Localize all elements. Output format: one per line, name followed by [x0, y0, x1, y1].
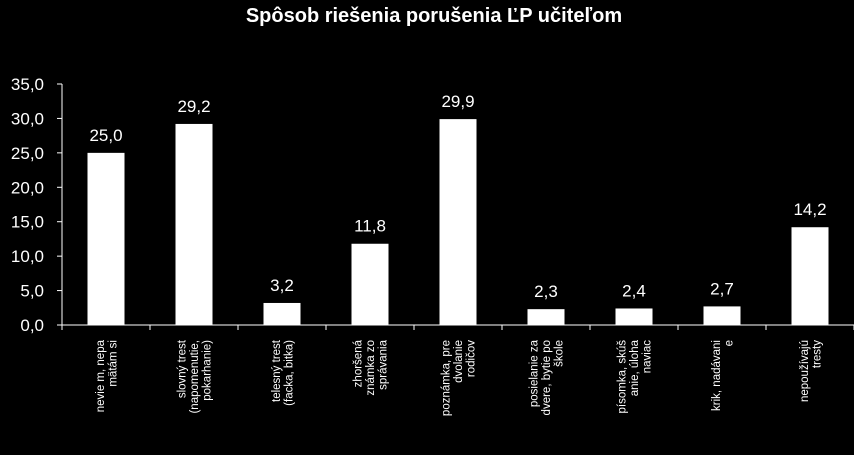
y-tick-label: 20,0: [11, 178, 44, 197]
x-tick-label-line: slovný trest: [177, 339, 189, 398]
x-tick-label-line: poznámka, pre: [441, 340, 453, 416]
bar: [87, 152, 125, 325]
x-tick-label-line: krik, nadávani: [711, 340, 723, 411]
x-tick-label-line: škole: [554, 340, 566, 367]
x-tick-label: telesný trest (facka, bitka): [271, 339, 296, 406]
x-tick-label-line: (napomenutie,: [189, 340, 201, 414]
y-tick-label: 0,0: [20, 316, 44, 335]
x-tick-label: zhoršená známka zo správania: [353, 339, 390, 395]
x-tick-label: nepoužívajú tresty: [799, 340, 824, 402]
data-label: 3,2: [270, 276, 294, 295]
bar: [791, 227, 829, 325]
x-tick-label-line: (facka, bitka): [283, 340, 295, 406]
x-tick-label-line: tresty: [811, 340, 823, 368]
x-tick-label-line: mätám si: [107, 340, 119, 387]
chart-title: Spôsob riešenia porušenia ĽP učiteľom: [246, 5, 622, 27]
x-tick-label-line: písomka, skúš: [617, 340, 629, 414]
x-tick-label-line: nevie m, nepa: [95, 339, 107, 412]
x-tick-label-line: správania: [378, 339, 390, 389]
bar: [615, 308, 653, 325]
x-tick-label-line: e: [723, 340, 735, 346]
bar: [703, 306, 741, 325]
x-tick-label-line: známka zo: [365, 340, 377, 396]
y-tick-label: 30,0: [11, 109, 44, 128]
bar: [351, 243, 389, 325]
x-tick-label-line: pokarhanie): [202, 340, 214, 401]
y-tick-label: 10,0: [11, 247, 44, 266]
x-tick-label: písomka, skúš anie, úloha naviac: [617, 339, 654, 413]
x-tick-label: slovný trest (napomenutie, pokarhanie): [177, 339, 214, 413]
bar: [263, 302, 301, 325]
x-tick-label-line: rodičov: [466, 340, 478, 377]
bars: [87, 119, 829, 326]
x-tick-label-line: posielanie za: [529, 339, 541, 407]
x-tick-label-line: dvolanie: [453, 340, 465, 383]
x-tick-label-line: anie, úloha: [629, 339, 641, 396]
data-label: 2,7: [710, 279, 734, 298]
data-label: 2,4: [622, 281, 646, 300]
x-tick-label: nevie m, nepa mätám si: [95, 339, 120, 412]
y-tick-label: 35,0: [11, 75, 44, 94]
x-tick-label: posielanie za dvere, bytie po škole: [529, 339, 566, 415]
y-tick-label: 5,0: [20, 282, 44, 301]
bar: [527, 309, 565, 325]
data-label: 25,0: [89, 126, 122, 145]
value-labels: 25,0 29,2 3,2 11,8 29,9 2,3 2,4 2,7 14,2: [89, 92, 826, 301]
x-tick-label: krik, nadávani e: [711, 340, 736, 411]
x-tick-label: poznámka, pre dvolanie rodičov: [441, 340, 478, 416]
x-labels: nevie m, nepa mätám si slovný trest (napome…: [95, 339, 824, 416]
data-label: 29,2: [177, 97, 210, 116]
x-tick-label-line: telesný trest: [271, 339, 283, 402]
y-tick-label: 15,0: [11, 213, 44, 232]
data-label: 2,3: [534, 282, 558, 301]
bar: [175, 123, 213, 326]
data-label: 14,2: [793, 200, 826, 219]
data-label: 11,8: [354, 217, 386, 236]
x-tick-label-line: dvere, bytie po: [541, 340, 553, 415]
y-tick-label: 25,0: [11, 144, 44, 163]
x-tick-label-line: nepoužívajú: [799, 340, 811, 402]
x-tick-label-line: zhoršená: [353, 339, 365, 387]
bar: [439, 119, 477, 325]
x-tick-label-line: naviac: [642, 340, 654, 373]
data-label: 29,9: [441, 92, 474, 111]
